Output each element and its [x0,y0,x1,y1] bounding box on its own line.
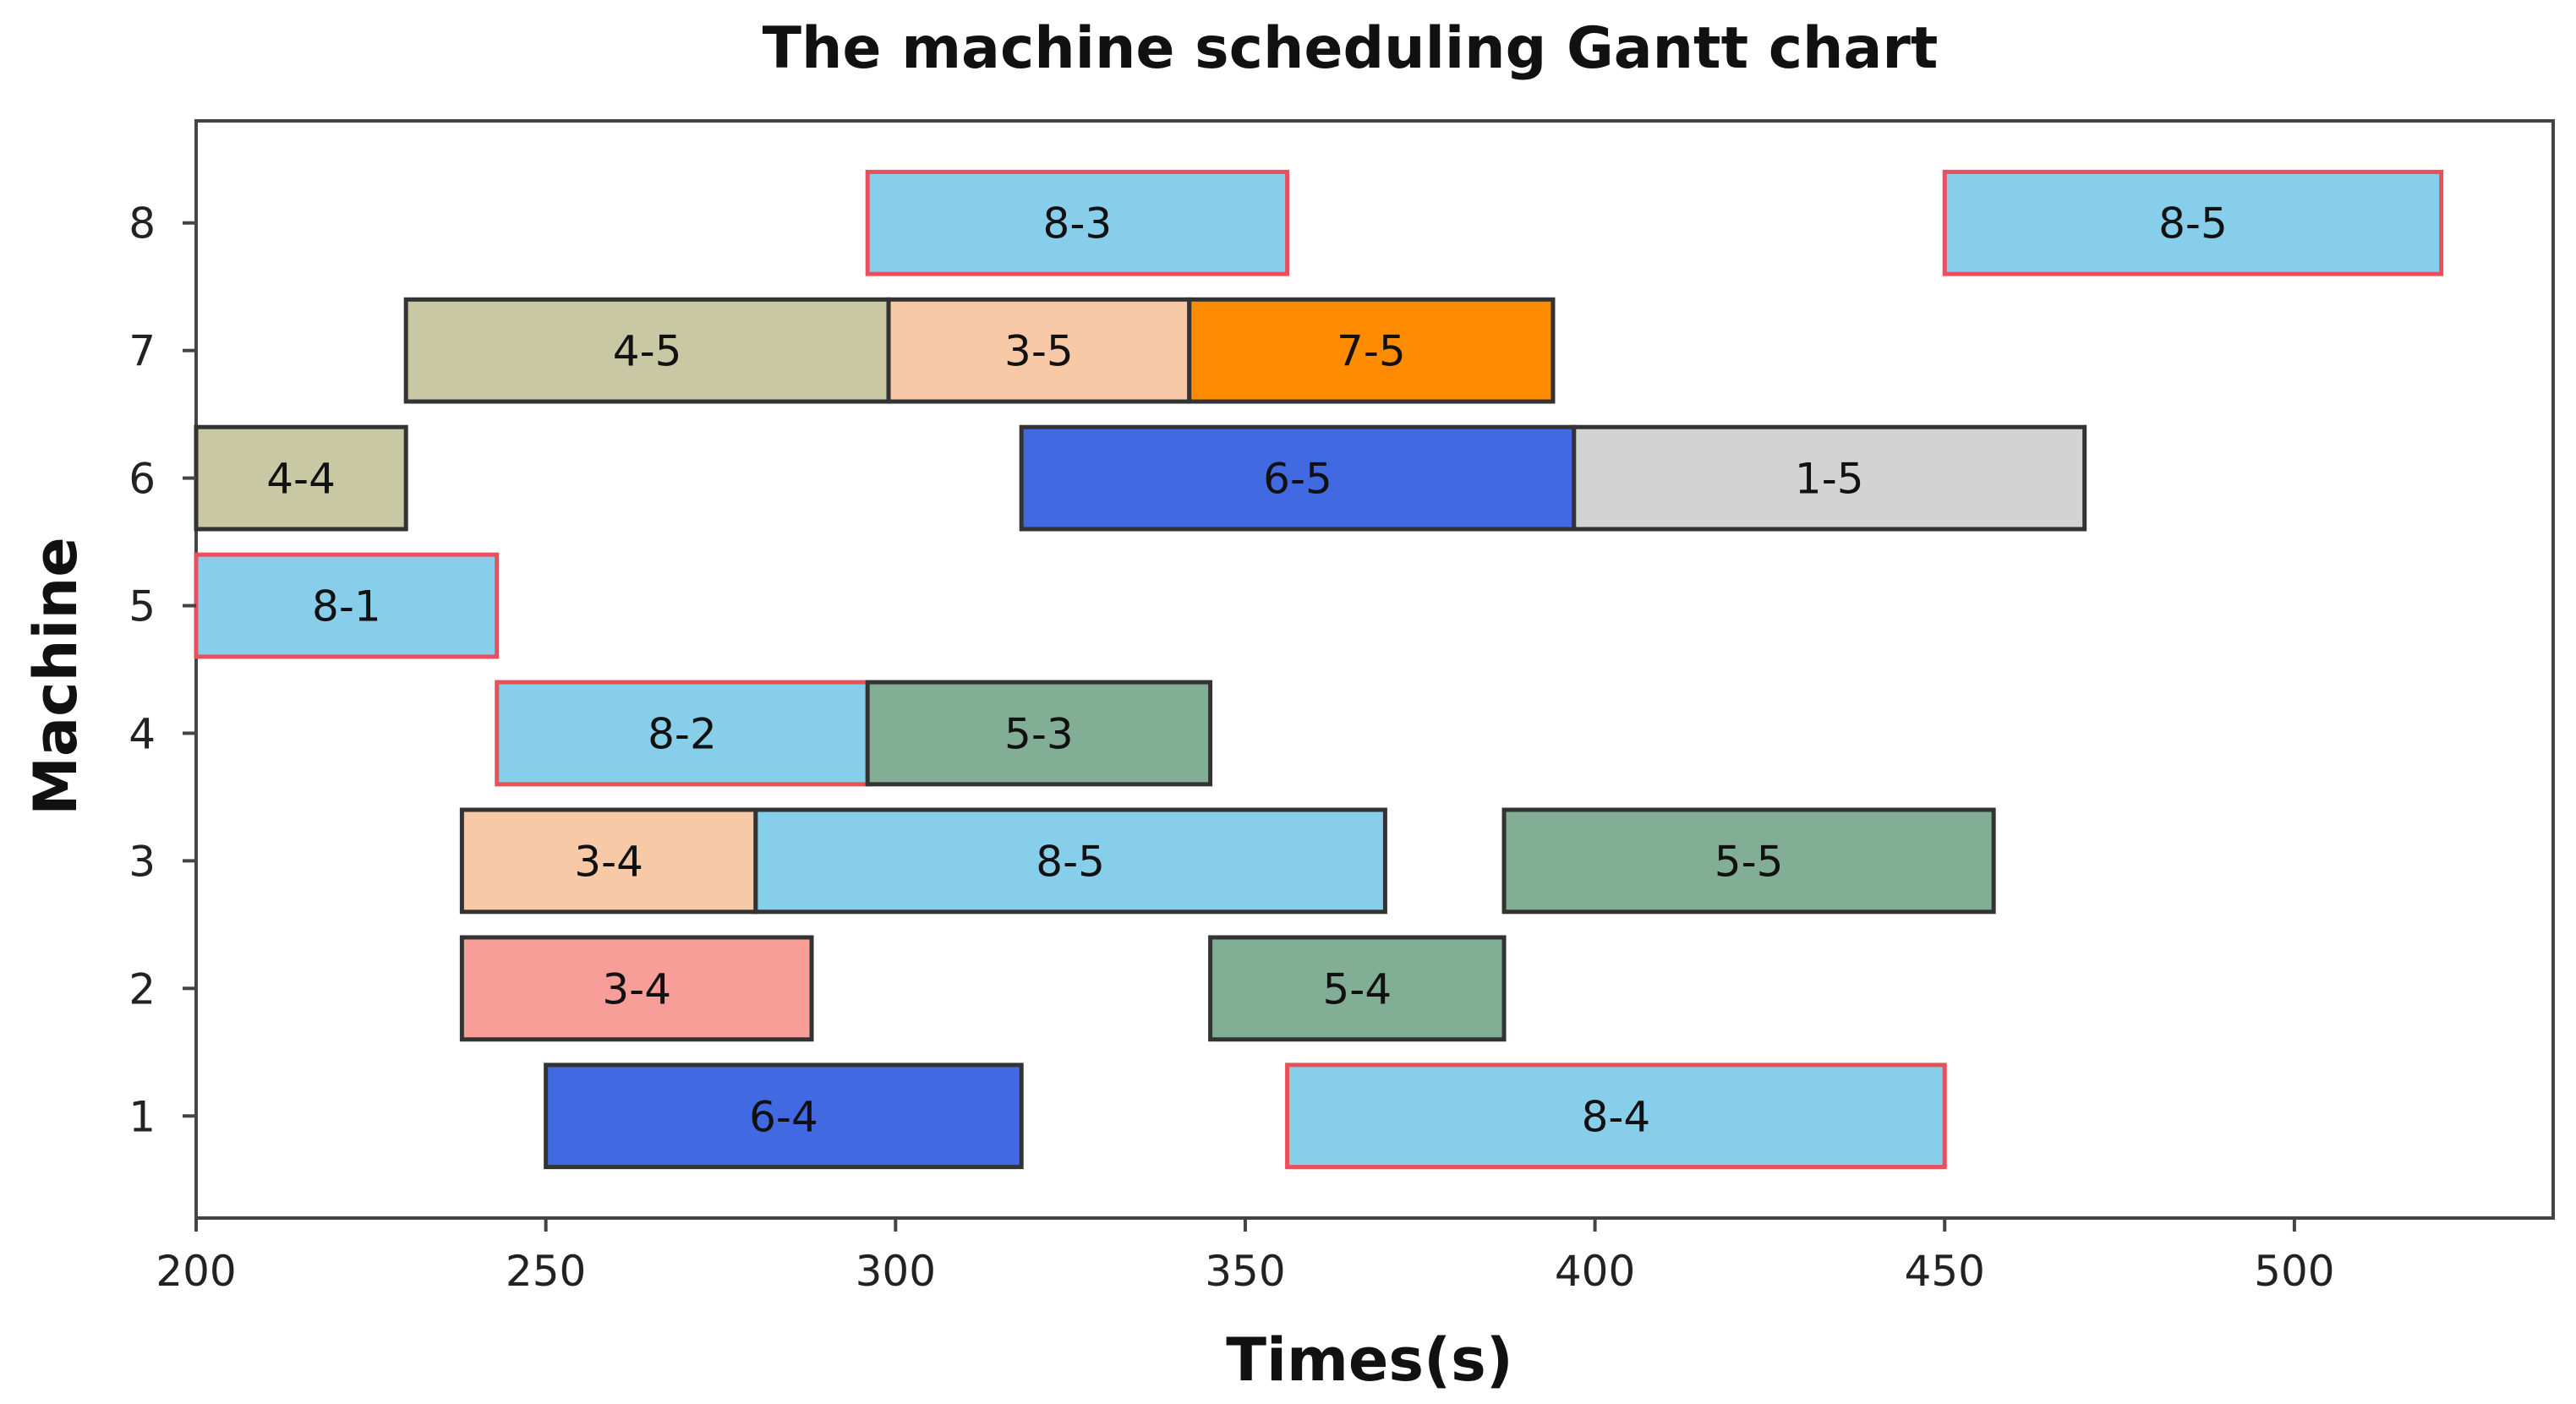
task-bar-group: 5-5 [1501,807,1996,915]
task-bar [194,424,408,532]
y-tick-label: 7 [129,327,156,376]
x-tick-label: 250 [506,1247,586,1296]
task-bar [1501,807,1996,915]
task-label: 6-5 [1263,455,1332,504]
y-tick-label: 5 [129,582,156,631]
task-bar-group: 8-5 [753,807,1387,915]
task-bar-group: 1-5 [1572,424,2087,532]
task-bar [544,1063,1024,1170]
x-tick-label: 200 [156,1247,236,1296]
task-label: 5-5 [1715,837,1784,886]
y-tick-label: 2 [129,964,156,1013]
task-bar-group: 4-5 [403,297,891,404]
task-bar [1208,935,1507,1042]
task-bar [1942,169,2444,276]
task-label: 3-4 [574,837,643,886]
task-bar-group: 3-4 [459,935,814,1042]
task-bar-group: 3-4 [459,807,758,915]
task-bar-group: 8-4 [1285,1063,1947,1170]
task-bar [459,935,814,1042]
y-axis-label: Machine [21,537,90,816]
task-label: 8-5 [2158,199,2228,249]
x-tick-label: 450 [1905,1247,1985,1296]
task-label: 4-4 [266,455,336,504]
y-tick-label: 4 [129,709,156,758]
task-bar-group: 6-4 [544,1063,1024,1170]
chart-title: The machine scheduling Gantt chart [763,15,1939,82]
task-label: 8-1 [312,582,381,631]
task-bar-group: 7-5 [1187,297,1556,404]
task-label: 6-4 [749,1092,818,1141]
x-tick-label: 500 [2254,1247,2334,1296]
task-bar-group: 8-5 [1942,169,2444,276]
x-tick-label: 400 [1555,1247,1635,1296]
task-bar-group: 8-1 [194,552,500,659]
task-label: 3-5 [1004,327,1074,376]
task-bar-group: 5-3 [865,680,1213,787]
bars-layer: 8-3 8-5 4-5 3-5 7-5 4-4 6-5 1-5 8-1 8-2 5-3 3-4 8-5 5… [194,169,2444,1170]
task-bar [194,552,500,659]
x-axis: 200 250 300 350 400 450 500 [156,1218,2335,1296]
task-label: 8-3 [1043,199,1113,249]
task-label: 8-5 [1036,837,1105,886]
x-axis-label: Times(s) [1226,1325,1512,1395]
task-bar-group: 5-4 [1208,935,1507,1042]
y-tick-label: 3 [129,837,156,886]
task-bar [865,680,1213,787]
task-bar-group: 6-5 [1019,424,1577,532]
plot-area-frame [194,119,2555,1220]
task-label: 7-5 [1337,327,1406,376]
task-bar [886,297,1192,404]
task-label: 5-4 [1322,964,1392,1013]
x-tick-label: 300 [856,1247,936,1296]
task-bar [1285,1063,1947,1170]
task-bar [753,807,1387,915]
task-label: 1-5 [1795,455,1864,504]
task-bar [1572,424,2087,532]
x-tick-label: 350 [1205,1247,1285,1296]
task-bar [495,680,870,787]
task-bar-group: 8-3 [865,169,1290,276]
y-axis: 1 2 3 4 5 6 7 8 [129,199,196,1141]
task-bar [865,169,1290,276]
task-label: 3-4 [602,964,671,1013]
task-label: 8-2 [648,709,717,758]
task-label: 5-3 [1004,709,1074,758]
y-tick-label: 8 [129,199,156,249]
y-tick-label: 6 [129,455,156,504]
task-label: 8-4 [1582,1092,1651,1141]
task-bar-group: 4-4 [194,424,408,532]
task-bar-group: 8-2 [495,680,870,787]
y-tick-label: 1 [129,1092,156,1141]
task-bar-group: 3-5 [886,297,1192,404]
task-bar [1187,297,1556,404]
task-label: 4-5 [613,327,682,376]
